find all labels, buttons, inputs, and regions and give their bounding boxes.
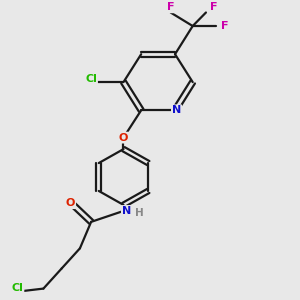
Text: Cl: Cl — [12, 283, 23, 293]
Text: O: O — [66, 198, 75, 208]
Text: N: N — [172, 105, 181, 115]
Text: H: H — [135, 208, 144, 218]
Text: Cl: Cl — [85, 74, 97, 84]
Text: O: O — [119, 133, 128, 142]
Text: F: F — [167, 2, 174, 12]
Text: F: F — [210, 2, 217, 12]
Text: N: N — [122, 206, 131, 216]
Text: F: F — [221, 21, 228, 31]
